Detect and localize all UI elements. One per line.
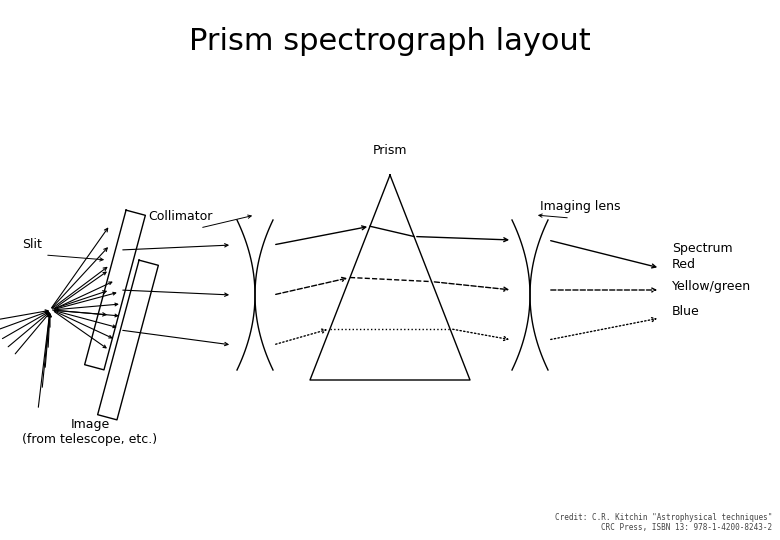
Text: Collimator: Collimator (148, 210, 212, 223)
Text: Imaging lens: Imaging lens (540, 200, 621, 213)
Text: Prism: Prism (373, 144, 407, 157)
Text: Blue: Blue (672, 305, 700, 318)
Text: Spectrum: Spectrum (672, 242, 732, 255)
Text: Credit: C.R. Kitchin "Astrophysical techniques"
CRC Press, ISBN 13: 978-1-4200-8: Credit: C.R. Kitchin "Astrophysical tech… (555, 512, 772, 532)
Text: Yellow/green: Yellow/green (672, 280, 751, 293)
Text: Prism spectrograph layout: Prism spectrograph layout (189, 28, 591, 57)
Text: Red: Red (672, 258, 696, 271)
Text: Image
(from telescope, etc.): Image (from telescope, etc.) (23, 418, 158, 446)
Text: Slit: Slit (22, 238, 42, 251)
